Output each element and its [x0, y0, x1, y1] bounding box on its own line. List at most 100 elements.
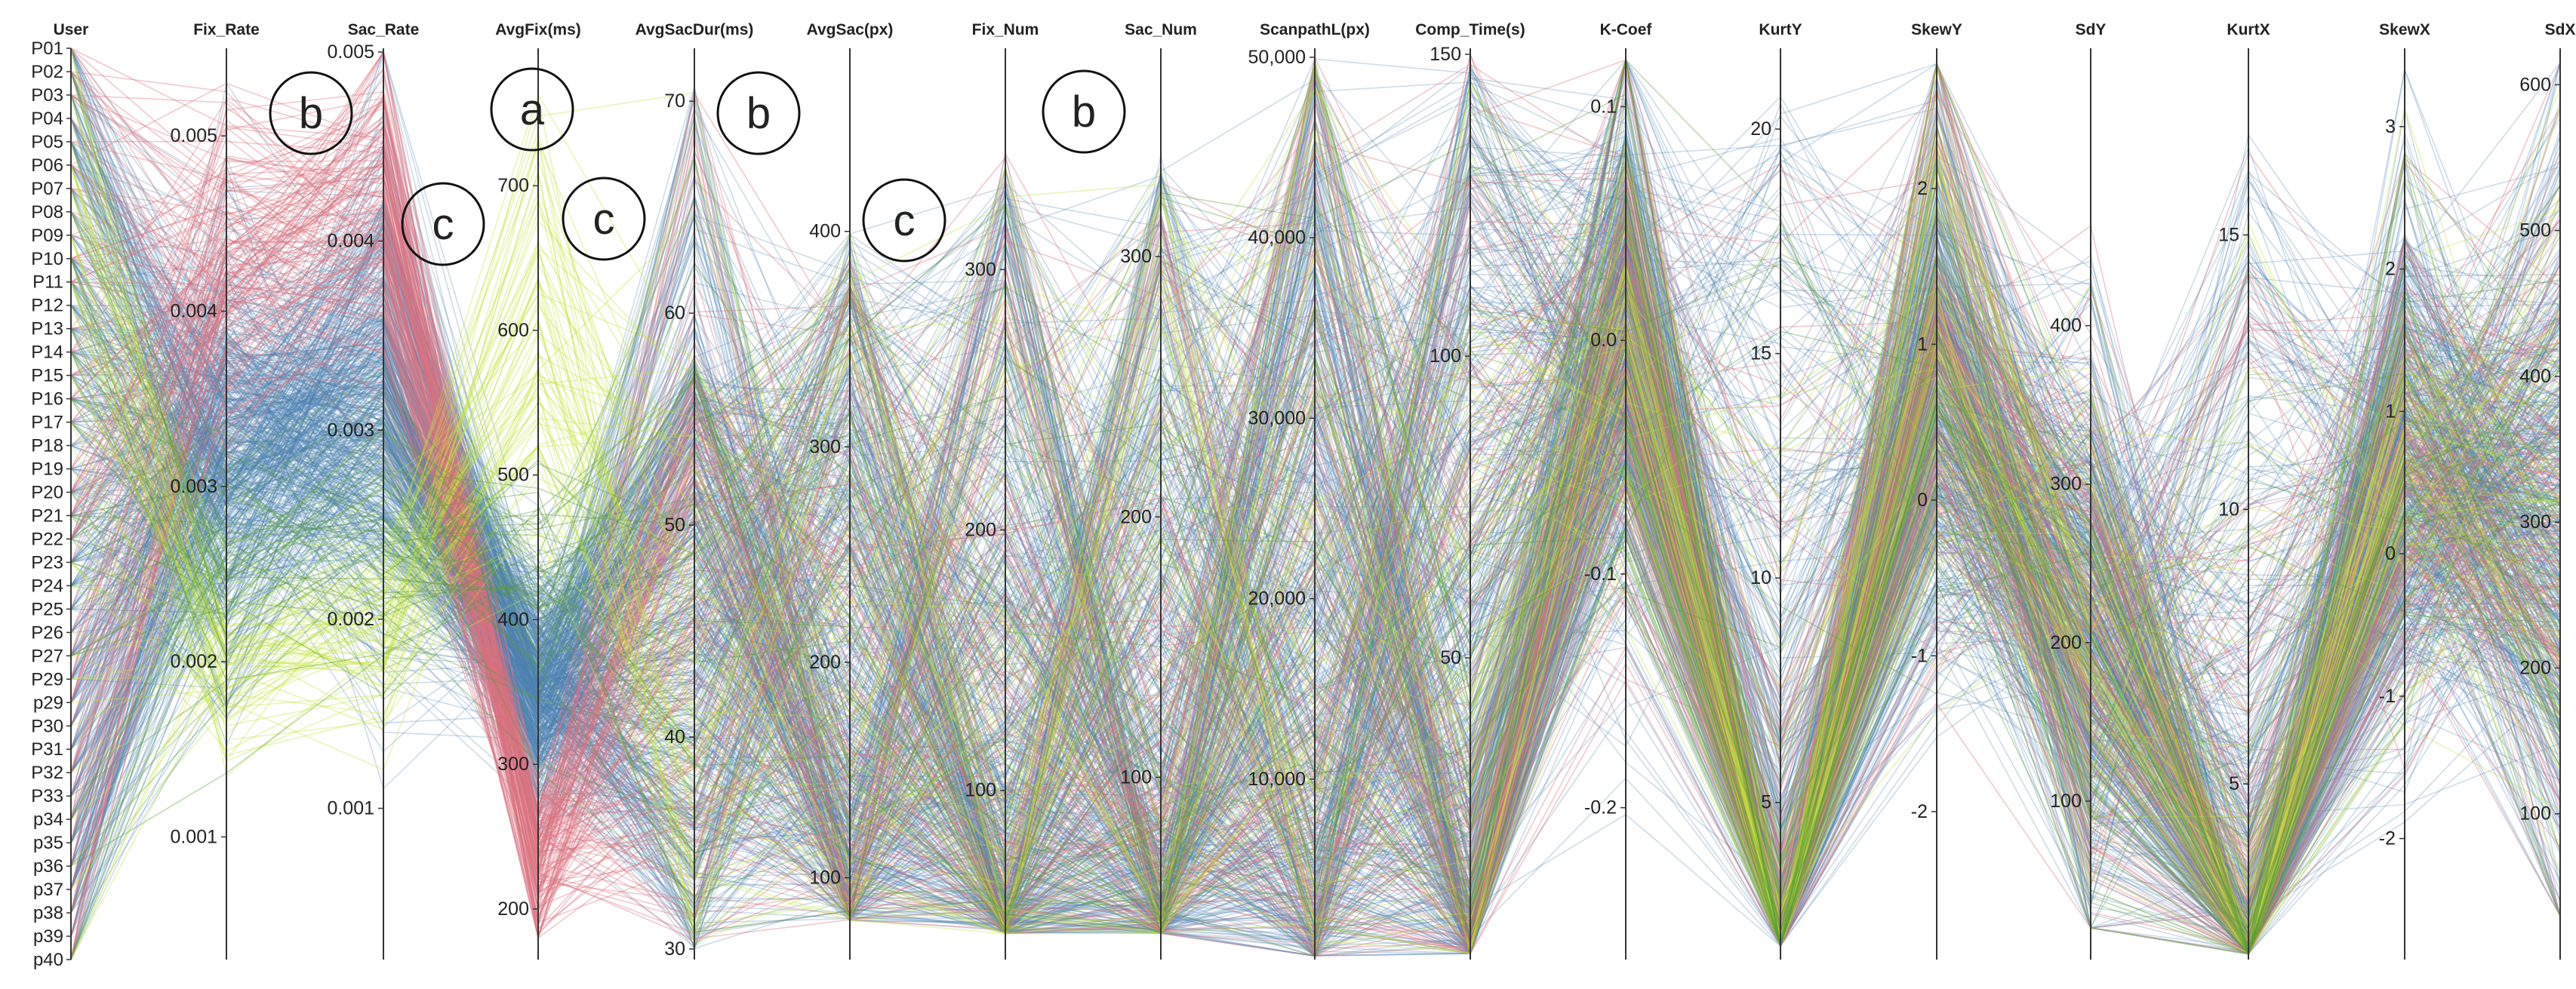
user-tick-label: P11: [32, 272, 63, 293]
axis-title: AvgSacDur(ms): [636, 21, 754, 38]
tick-label: -2: [1911, 801, 1928, 822]
user-tick-label: P31: [31, 739, 63, 760]
tick-label: 0.005: [170, 125, 217, 146]
tick-label: 10,000: [1248, 769, 1306, 790]
tick-label: 100: [2050, 791, 2082, 812]
axis-comp-time: Comp_Time(s) 50 100 150: [1415, 21, 1525, 960]
user-tick-label: p37: [33, 880, 63, 900]
axis-title: SdY: [2076, 21, 2107, 38]
axis-sac-rate: Sac_Rate 0.001 0.002 0.003 0.004 0.005: [327, 21, 419, 960]
tick-label: 5: [2229, 773, 2239, 794]
tick-label: 0: [1917, 490, 1928, 511]
tick-label: 300: [809, 436, 841, 457]
tick-label: 200: [1120, 506, 1152, 527]
user-tick-label: P24: [31, 576, 63, 596]
tick-label: 100: [2519, 803, 2551, 825]
user-tick-label: P07: [31, 179, 63, 199]
tick-label: 700: [497, 175, 529, 196]
tick-label: 200: [2050, 632, 2082, 653]
user-tick-label: P23: [31, 552, 63, 573]
annotation-letter: b: [1072, 88, 1096, 137]
tick-label: 0.003: [170, 476, 217, 497]
tick-label: 15: [1750, 343, 1771, 364]
tick-label: 2: [1917, 178, 1928, 199]
annotation-letter: c: [593, 195, 615, 244]
tick-label: 0.004: [170, 300, 217, 321]
annotation-circle: [716, 71, 801, 155]
axis-sdy: SdY 100 200 300 400: [2050, 21, 2106, 960]
tick-label: 0.002: [170, 651, 217, 672]
user-tick-label: P30: [31, 716, 63, 736]
annotation-letter: c: [432, 200, 454, 249]
tick-label: 500: [497, 465, 529, 486]
tick-label: -1: [2379, 686, 2396, 707]
axis-title: ScanpathL(px): [1260, 21, 1370, 38]
tick-label: 50: [664, 514, 685, 536]
axis-skewx: SkewX -2 -1 0 1 2 3: [2379, 21, 2430, 960]
tick-label: 150: [1430, 44, 1461, 65]
tick-label: 3: [2385, 116, 2396, 137]
annotation-circle: [269, 71, 353, 155]
annotations-layer: b a c c b c b: [269, 67, 1126, 266]
axis-fix-num: Fix_Num 100 200 300: [965, 21, 1039, 960]
annotation-letter: b: [299, 89, 323, 138]
tick-label: 20: [1750, 118, 1771, 140]
axis-sdx: SdX 100 200 300 400 500 600: [2519, 21, 2575, 960]
user-tick-label: P32: [31, 763, 63, 783]
tick-label: 40,000: [1248, 227, 1306, 248]
axis-title: SdX: [2545, 21, 2576, 38]
axis-scanpathl: ScanpathL(px) 10,000 20,000 30,000 40,000 50,…: [1248, 21, 1370, 960]
tick-label: 0.0: [1590, 330, 1617, 351]
tick-label: 100: [965, 780, 996, 801]
axis-title: Fix_Num: [972, 21, 1039, 38]
tick-label: 0.001: [327, 798, 374, 819]
user-tick-label: P21: [31, 505, 63, 526]
tick-label: 2: [2385, 259, 2396, 280]
annotation-c: c: [562, 177, 646, 261]
axis-title: SkewY: [1911, 21, 1962, 38]
tick-label: 500: [2519, 220, 2551, 241]
user-tick-label: P14: [31, 342, 63, 363]
axis-title: AvgFix(ms): [495, 21, 581, 38]
user-tick-label: P17: [31, 413, 63, 433]
annotation-letter: b: [746, 89, 771, 138]
user-tick-label: P20: [31, 483, 63, 503]
tick-label: 100: [809, 867, 841, 888]
tick-label: -0.2: [1584, 797, 1617, 819]
axis-title: Sac_Num: [1125, 21, 1197, 38]
tick-label: 400: [497, 609, 529, 630]
annotation-circle: [1042, 69, 1126, 154]
user-tick-label: p29: [33, 693, 63, 713]
tick-label: 20,000: [1248, 588, 1306, 610]
tick-label: 70: [664, 91, 685, 112]
tick-label: 30,000: [1248, 407, 1306, 428]
tick-label: 0.002: [327, 609, 374, 630]
axis-avgfix: AvgFix(ms) 200 300 400 500 600 700: [495, 21, 581, 960]
axis-title: K-Coef: [1600, 21, 1653, 38]
tick-label: 300: [497, 754, 529, 775]
annotation-circle: [562, 177, 646, 261]
axis-kurtx: KurtX 5 10 15: [2218, 21, 2270, 960]
tick-label: 0.003: [327, 419, 374, 441]
user-tick-label: P27: [31, 646, 63, 666]
tick-label: 0.005: [327, 41, 374, 63]
user-tick-label: P09: [31, 226, 63, 246]
annotation-c: c: [401, 182, 485, 266]
tick-label: 15: [2218, 224, 2239, 245]
axis-title: Sac_Rate: [348, 21, 420, 38]
user-tick-label: P15: [31, 366, 63, 386]
axis-kurty: KurtY 5 10 15 20: [1750, 21, 1802, 960]
tick-label: 60: [664, 303, 685, 324]
tick-label: -0.1: [1584, 564, 1617, 585]
annotation-c: c: [862, 178, 946, 263]
user-tick-label: p38: [33, 903, 63, 923]
axis-avgsacdur: AvgSacDur(ms) 30 40 50 60 70: [636, 21, 754, 960]
user-tick-label: P16: [31, 389, 63, 410]
axis-title: KurtX: [2227, 21, 2270, 38]
user-tick-label: P12: [31, 296, 63, 316]
axis-fix-rate: Fix_Rate 0.001 0.002 0.003 0.004 0.005: [170, 21, 260, 960]
tick-label: 0: [2385, 543, 2396, 564]
tick-label: 100: [1430, 346, 1461, 367]
